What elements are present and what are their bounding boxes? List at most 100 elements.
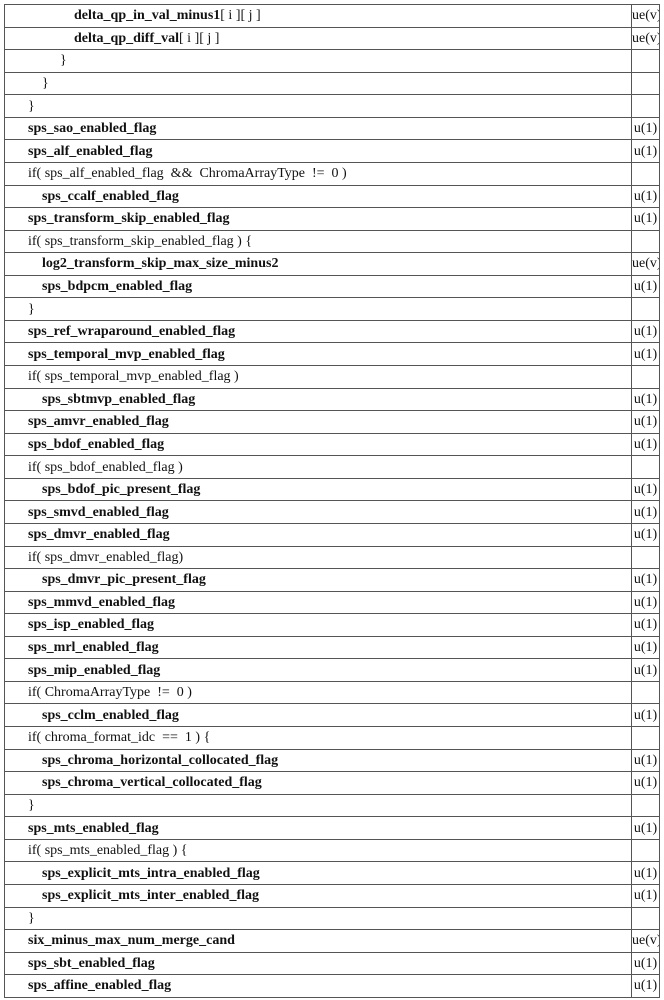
table-row: log2_transform_skip_max_size_minus2 ue(v) (5, 253, 660, 276)
table-row: if( sps_dmvr_enabled_flag) (5, 546, 660, 569)
syntax-element: sps_bdpcm_enabled_flag (42, 279, 192, 294)
syntax-cell: } (5, 72, 632, 95)
descriptor-cell (632, 50, 660, 73)
table-row: sps_explicit_mts_inter_enabled_flagu(1) (5, 884, 660, 907)
table-row: delta_qp_in_val_minus1[ i ][ j ]ue(v) (5, 5, 660, 28)
syntax-element: sps_chroma_horizontal_collocated_flag (42, 753, 278, 768)
syntax-element: sps_ref_wraparound_enabled_flag (28, 324, 235, 339)
table-row: } (5, 298, 660, 321)
syntax-cell: sps_mmvd_enabled_flag (5, 591, 632, 614)
descriptor-cell: u(1) (632, 117, 660, 140)
syntax-statement: } (28, 911, 35, 926)
table-row: sps_alf_enabled_flagu(1) (5, 140, 660, 163)
table-row: if( sps_temporal_mvp_enabled_flag ) (5, 366, 660, 389)
syntax-cell: sps_explicit_mts_inter_enabled_flag (5, 884, 632, 907)
syntax-cell: sps_explicit_mts_intra_enabled_flag (5, 862, 632, 885)
descriptor-cell: u(1) (632, 659, 660, 682)
table-row: sps_cclm_enabled_flagu(1) (5, 704, 660, 727)
descriptor-cell: u(1) (632, 478, 660, 501)
table-row: sps_transform_skip_enabled_flagu(1) (5, 208, 660, 231)
array-index: [ i ][ j ] (179, 31, 219, 46)
syntax-cell: log2_transform_skip_max_size_minus2 (5, 253, 632, 276)
syntax-element: sps_affine_enabled_flag (28, 978, 171, 993)
syntax-cell: sps_temporal_mvp_enabled_flag (5, 343, 632, 366)
syntax-statement: } (60, 53, 67, 68)
syntax-cell: delta_qp_in_val_minus1[ i ][ j ] (5, 5, 632, 28)
descriptor-cell (632, 456, 660, 479)
syntax-cell: sps_bdof_pic_present_flag (5, 478, 632, 501)
table-row: if( sps_bdof_enabled_flag ) (5, 456, 660, 479)
syntax-element: sps_bdof_pic_present_flag (42, 482, 200, 497)
descriptor-cell: u(1) (632, 411, 660, 434)
syntax-cell: } (5, 907, 632, 930)
syntax-statement: if( sps_mts_enabled_flag ) { (28, 843, 188, 858)
syntax-cell: sps_sao_enabled_flag (5, 117, 632, 140)
syntax-cell: sps_chroma_vertical_collocated_flag (5, 772, 632, 795)
descriptor-cell (632, 839, 660, 862)
descriptor-cell (632, 230, 660, 253)
syntax-statement: if( ChromaArrayType != 0 ) (28, 685, 192, 700)
syntax-cell: if( sps_bdof_enabled_flag ) (5, 456, 632, 479)
syntax-statement: } (28, 99, 35, 114)
syntax-element: six_minus_max_num_merge_cand (28, 933, 235, 948)
table-row: sps_amvr_enabled_flagu(1) (5, 411, 660, 434)
syntax-element: sps_transform_skip_enabled_flag (28, 211, 229, 226)
syntax-element: sps_dmvr_pic_present_flag (42, 572, 206, 587)
syntax-element: sps_sao_enabled_flag (28, 121, 156, 136)
syntax-cell: six_minus_max_num_merge_cand (5, 930, 632, 953)
table-row: sps_dmvr_enabled_flagu(1) (5, 523, 660, 546)
array-index: [ i ][ j ] (220, 8, 260, 23)
table-row: if( sps_mts_enabled_flag ) { (5, 839, 660, 862)
descriptor-cell: u(1) (632, 952, 660, 975)
descriptor-cell: ue(v) (632, 253, 660, 276)
table-row: sps_smvd_enabled_flag u(1) (5, 501, 660, 524)
syntax-cell: } (5, 298, 632, 321)
syntax-statement: } (28, 798, 35, 813)
descriptor-cell: u(1) (632, 140, 660, 163)
syntax-statement: if( chroma_format_idc == 1 ) { (28, 730, 210, 745)
descriptor-cell: u(1) (632, 433, 660, 456)
table-row: sps_bdof_pic_present_flag u(1) (5, 478, 660, 501)
syntax-element: log2_transform_skip_max_size_minus2 (42, 256, 278, 271)
syntax-element: sps_mts_enabled_flag (28, 821, 159, 836)
descriptor-cell (632, 681, 660, 704)
descriptor-cell (632, 72, 660, 95)
syntax-cell: sps_mip_enabled_flag (5, 659, 632, 682)
syntax-statement: if( sps_alf_enabled_flag && ChromaArrayT… (28, 166, 347, 181)
table-row: sps_bdof_enabled_flagu(1) (5, 433, 660, 456)
syntax-statement: if( sps_temporal_mvp_enabled_flag ) (28, 369, 239, 384)
syntax-element: sps_mrl_enabled_flag (28, 640, 159, 655)
syntax-cell: if( chroma_format_idc == 1 ) { (5, 727, 632, 750)
descriptor-cell: ue(v) (632, 5, 660, 28)
table-row: sps_mrl_enabled_flagu(1) (5, 636, 660, 659)
syntax-element: sps_smvd_enabled_flag (28, 505, 169, 520)
table-row: sps_mts_enabled_flagu(1) (5, 817, 660, 840)
table-row: sps_mmvd_enabled_flagu(1) (5, 591, 660, 614)
descriptor-cell: u(1) (632, 704, 660, 727)
syntax-statement: } (28, 302, 35, 317)
descriptor-cell (632, 546, 660, 569)
descriptor-cell (632, 298, 660, 321)
syntax-statement: if( sps_dmvr_enabled_flag) (28, 550, 183, 565)
syntax-table: delta_qp_in_val_minus1[ i ][ j ]ue(v)del… (4, 4, 660, 998)
descriptor-cell: u(1) (632, 591, 660, 614)
syntax-cell: sps_chroma_horizontal_collocated_flag (5, 749, 632, 772)
syntax-element: sps_mip_enabled_flag (28, 663, 160, 678)
descriptor-cell (632, 95, 660, 118)
descriptor-cell: u(1) (632, 320, 660, 343)
table-row: if( sps_alf_enabled_flag && ChromaArrayT… (5, 162, 660, 185)
descriptor-cell: u(1) (632, 185, 660, 208)
descriptor-cell (632, 907, 660, 930)
syntax-cell: sps_isp_enabled_flag (5, 614, 632, 637)
syntax-cell: delta_qp_diff_val[ i ][ j ] (5, 27, 632, 50)
table-row: delta_qp_diff_val[ i ][ j ]ue(v) (5, 27, 660, 50)
syntax-cell: if( sps_transform_skip_enabled_flag ) { (5, 230, 632, 253)
table-row: sps_chroma_vertical_collocated_flagu(1) (5, 772, 660, 795)
syntax-cell: sps_dmvr_enabled_flag (5, 523, 632, 546)
syntax-cell: sps_mts_enabled_flag (5, 817, 632, 840)
descriptor-cell: u(1) (632, 501, 660, 524)
descriptor-cell: u(1) (632, 275, 660, 298)
syntax-cell: sps_cclm_enabled_flag (5, 704, 632, 727)
descriptor-cell: u(1) (632, 569, 660, 592)
syntax-cell: sps_sbt_enabled_flag (5, 952, 632, 975)
